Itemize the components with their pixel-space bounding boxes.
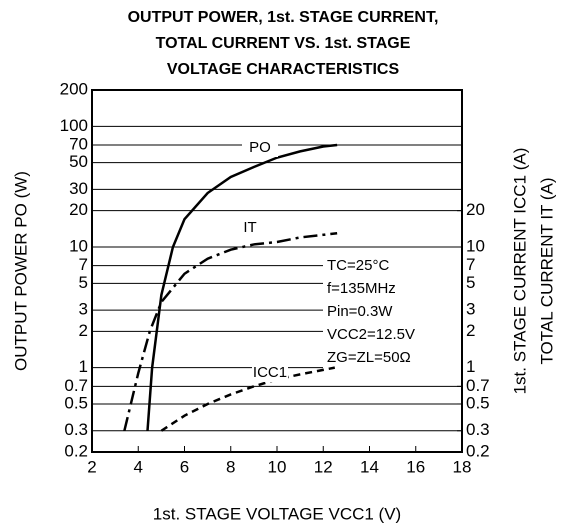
- x-tick-label: 8: [226, 457, 235, 476]
- plot-frame: [91, 89, 463, 453]
- label-bg: [242, 139, 278, 157]
- chart-title: TOTAL CURRENT VS. 1st. STAGE: [156, 35, 411, 52]
- x-axis-label: 1st. STAGE VOLTAGE VCC1 (V): [153, 504, 401, 523]
- annotation-bg: [323, 256, 461, 376]
- x-tick-label: 16: [406, 457, 425, 476]
- y-tick-label: 0.2: [64, 441, 88, 460]
- series-label: PO: [249, 139, 271, 156]
- series-label: IT: [243, 219, 256, 236]
- annotation: Pin=0.3W: [327, 303, 393, 320]
- y-tick-label: 70: [69, 135, 88, 154]
- y2-tick-label: 7: [466, 255, 475, 274]
- y-tick-label: 20: [69, 200, 88, 219]
- x-tick-label: 12: [314, 457, 333, 476]
- annotation: TC=25°C: [327, 257, 389, 274]
- y2-tick-label: 10: [466, 236, 485, 255]
- x-tick-label: 6: [180, 457, 189, 476]
- label-bg: [252, 364, 288, 382]
- annotation: VCC2=12.5V: [327, 326, 415, 343]
- y2-tick-label: 0.5: [466, 393, 490, 412]
- y2-tick-label: 20: [466, 200, 485, 219]
- y-tick-label: 2: [79, 321, 88, 340]
- annotation: f=135MHz: [327, 280, 396, 297]
- y2-tick-label: 5: [466, 273, 475, 292]
- x-tick-label: 10: [268, 457, 287, 476]
- y-tick-label: 30: [69, 179, 88, 198]
- x-tick-label: 4: [134, 457, 143, 476]
- y2-axis-label: 1st. STAGE CURRENT ICC1 (A): [510, 148, 529, 395]
- y-tick-label: 0.7: [64, 376, 88, 395]
- y-tick-label: 100: [60, 116, 88, 135]
- chart-title: OUTPUT POWER, 1st. STAGE CURRENT,: [128, 9, 439, 26]
- y-tick-label: 1: [79, 357, 88, 376]
- y-axis-label: OUTPUT POWER PO (W): [11, 171, 30, 371]
- y-tick-label: 3: [79, 300, 88, 319]
- y2-tick-label: 0.3: [466, 420, 490, 439]
- y-tick-label: 7: [79, 255, 88, 274]
- y2-tick-label: 0.7: [466, 376, 490, 395]
- y-tick-label: 10: [69, 236, 88, 255]
- series-line: [160, 366, 336, 432]
- y-tick-label: 50: [69, 152, 88, 171]
- annotation: ZG=ZL=50Ω: [327, 349, 411, 366]
- y2-tick-label: 0.2: [466, 441, 490, 460]
- series-label: ICC1: [253, 364, 287, 381]
- y-tick-label: 0.3: [64, 420, 88, 439]
- x-tick-label: 18: [453, 457, 472, 476]
- series-line: [146, 143, 338, 431]
- chart-title: VOLTAGE CHARACTERISTICS: [167, 61, 400, 78]
- series-line: [123, 231, 338, 432]
- y2-tick-label: 2: [466, 321, 475, 340]
- y2-tick-label: 1: [466, 357, 475, 376]
- y2-axis-label: TOTAL CURRENT IT (A): [537, 177, 556, 364]
- y-tick-label: 5: [79, 273, 88, 292]
- y-tick-label: 0.5: [64, 393, 88, 412]
- x-tick-label: 2: [87, 457, 96, 476]
- x-tick-label: 14: [360, 457, 379, 476]
- y-tick-label: 200: [60, 79, 88, 98]
- y2-tick-label: 3: [466, 300, 475, 319]
- label-bg: [232, 219, 268, 237]
